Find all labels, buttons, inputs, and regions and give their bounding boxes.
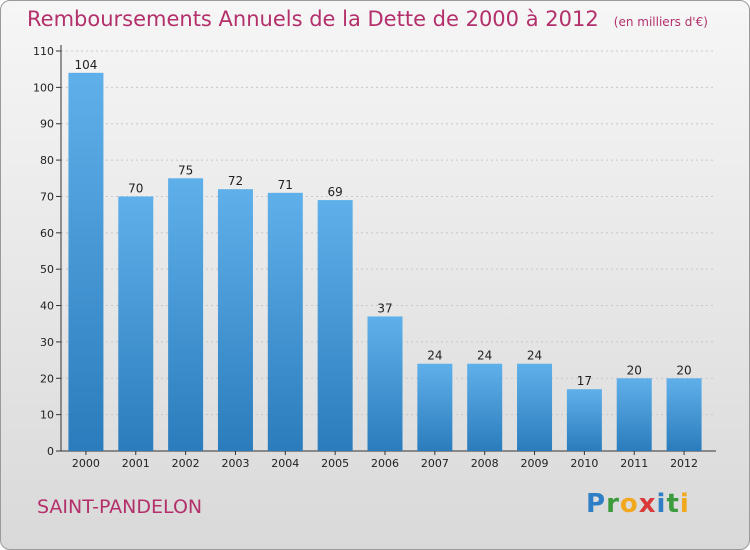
x-tick-label-2004: 2004: [271, 457, 299, 470]
y-tick-label: 50: [40, 263, 54, 276]
bar-2010: [566, 389, 602, 451]
y-tick-label: 30: [40, 336, 54, 349]
x-tick-label-2011: 2011: [620, 457, 648, 470]
x-tick-label-2001: 2001: [122, 457, 150, 470]
labels: 0 10 20 30 40 50 60 70 80 90 100 110 104 2000 70 2001 75…: [33, 45, 698, 470]
x-tick-label-2000: 2000: [72, 457, 100, 470]
x-tick-label-2002: 2002: [172, 457, 200, 470]
value-label-2009: 24: [527, 349, 542, 363]
value-label-2003: 72: [228, 174, 243, 188]
y-tick-label: 110: [33, 45, 54, 58]
y-tick-label: 10: [40, 409, 54, 422]
x-tick-label-2003: 2003: [221, 457, 249, 470]
logo-letter: i: [679, 489, 690, 519]
bar-2007: [417, 363, 453, 451]
y-tick-label: 40: [40, 300, 54, 313]
y-tick-label: 0: [47, 445, 54, 458]
value-label-2010: 17: [577, 374, 592, 388]
logo-letter: i: [656, 489, 667, 519]
value-label-2002: 75: [178, 163, 193, 177]
bar-2008: [467, 363, 503, 451]
bar-2009: [517, 363, 553, 451]
y-tick-label: 70: [40, 190, 54, 203]
grid-lines: [61, 50, 716, 416]
x-tick-label-2012: 2012: [670, 457, 698, 470]
bar-2012: [666, 378, 702, 451]
value-label-2012: 20: [676, 363, 691, 377]
chart-title: Remboursements Annuels de la Dette de 20…: [27, 7, 599, 31]
bar-2002: [168, 178, 204, 452]
y-tick-label: 90: [40, 118, 54, 131]
y-tick-label: 100: [33, 81, 54, 94]
value-label-2006: 37: [377, 301, 392, 315]
bar-2006: [367, 316, 403, 451]
commune-name: SAINT-PANDELON: [37, 496, 203, 518]
chart-subtitle: (en milliers d'€): [613, 15, 708, 29]
value-label-2007: 24: [427, 349, 442, 363]
logo-letter: x: [638, 489, 657, 519]
bar-2005: [317, 200, 353, 451]
logo-letter: t: [666, 489, 680, 519]
x-tick-label-2005: 2005: [321, 457, 349, 470]
proxiti-logo[interactable]: Proxiti: [586, 489, 690, 519]
bar-2001: [118, 196, 154, 451]
value-label-2011: 20: [627, 363, 642, 377]
title-row: Remboursements Annuels de la Dette de 20…: [27, 7, 708, 31]
bar-2003: [217, 189, 253, 451]
x-tick-label-2007: 2007: [421, 457, 449, 470]
logo-letter: P: [586, 489, 607, 519]
bar-2000: [68, 72, 104, 452]
y-tick-label: 60: [40, 227, 54, 240]
value-label-2008: 24: [477, 349, 492, 363]
y-tick-label: 20: [40, 372, 54, 385]
value-label-2005: 69: [328, 185, 343, 199]
logo-letter: o: [619, 489, 639, 519]
x-tick-label-2008: 2008: [471, 457, 499, 470]
logo-letter: r: [606, 489, 620, 519]
bar-2004: [267, 192, 303, 451]
x-tick-label-2006: 2006: [371, 457, 399, 470]
bars: [68, 72, 702, 452]
value-label-2004: 71: [278, 178, 293, 192]
y-tick-label: 80: [40, 154, 54, 167]
value-label-2000: 104: [74, 58, 97, 72]
value-label-2001: 70: [128, 181, 143, 195]
x-tick-label-2010: 2010: [570, 457, 598, 470]
x-tick-label-2009: 2009: [521, 457, 549, 470]
bar-2011: [616, 378, 652, 451]
